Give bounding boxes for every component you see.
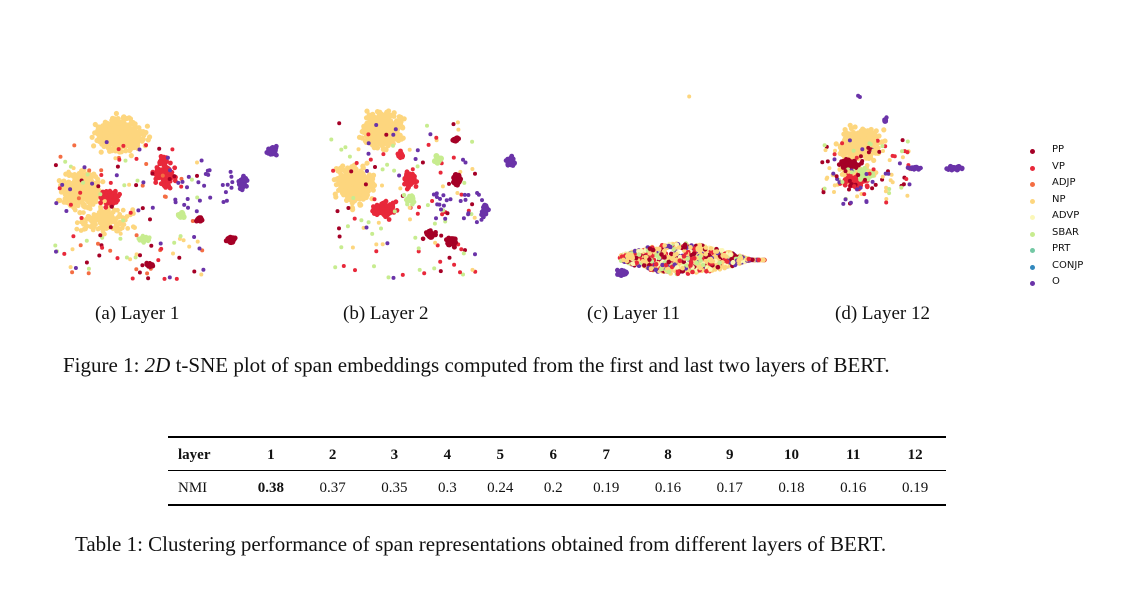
table-header-cell: 11 [846,447,861,463]
legend-item: SBAR [1030,227,1120,244]
tsne-plot-layer-11 [615,94,767,278]
legend-marker-icon [1030,264,1035,270]
table-header-cell: 5 [496,447,505,463]
panel-caption-c: (c) Layer 11 [587,303,681,324]
table-header-row: layer 1 2 3 4 5 6 7 8 9 10 11 12 [168,437,946,471]
table-row-label: NMI [178,480,208,496]
legend-item: VP [1030,161,1120,178]
legend-marker-icon [1030,281,1035,286]
table-1: layer 1 2 3 4 5 6 7 8 9 10 11 12 NMI 0.38 0.37 0.35 0.3 0… [168,436,948,506]
table-header-label: layer [178,447,211,463]
table-cell: 0.17 [716,480,743,496]
legend-label: ADJP [1052,177,1076,188]
table-cell: 0.19 [593,480,620,496]
table-header-cell: 4 [443,447,452,463]
legend-label: O [1052,276,1060,287]
table-cell: 0.18 [778,480,805,496]
table-cell: 0.16 [654,480,682,496]
table-header-cell: 1 [267,447,275,463]
tsne-plot-layer-1 [53,110,279,281]
table-header-cell: 6 [549,447,558,463]
table-caption: Table 1: Clustering performance of span … [75,532,887,556]
legend-label: PRT [1052,243,1071,254]
legend-label: VP [1052,160,1065,172]
legend-item: PRT [1030,243,1120,260]
table-cell: 0.2 [543,480,563,496]
table-cell: 0.19 [901,480,929,496]
figure-caption-text: t-SNE plot of span embeddings computed f… [170,353,890,377]
legend-item: O [1030,276,1120,293]
legend-marker-icon [1030,231,1035,237]
table-header-cell: 8 [664,447,672,463]
table-row: NMI 0.38 0.37 0.35 0.3 0.24 0.2 0.19 0.16 0.17 0.1… [168,471,946,506]
figure-1 [20,80,1100,300]
legend-label: SBAR [1052,226,1079,238]
legend-marker-icon [1030,182,1035,187]
legend-label: PP [1052,144,1065,155]
legend-item: PP [1030,144,1120,161]
legend: PP VP ADJP NP ADVP SBAR PRT CONJP O [1030,144,1120,293]
tsne-plot-layer-2 [329,108,517,280]
table-cell: 0.38 [257,480,284,496]
table-cell: 0.35 [381,480,408,496]
table-header-cell: 10 [783,447,799,463]
legend-label: CONJP [1052,259,1084,271]
legend-item: ADJP [1030,177,1120,194]
legend-label: ADVP [1052,210,1080,221]
table-cell: 0.37 [319,480,346,496]
figure-caption: Figure 1: 2D t-SNE plot of span embeddin… [63,353,890,378]
legend-label: NP [1052,193,1066,205]
panel-caption-b: (b) Layer 2 [343,303,429,324]
legend-marker-icon [1030,149,1035,154]
table-cell: 0.24 [487,480,514,496]
table-header-cell: 2 [328,447,337,463]
legend-marker-icon [1030,198,1035,204]
panel-caption-d: (d) Layer 12 [835,303,930,324]
legend-marker-icon [1030,165,1035,171]
table-header-cell: 9 [725,447,734,463]
legend-item: ADVP [1030,210,1120,227]
table-header-cell: 3 [390,447,399,463]
legend-marker-icon [1030,248,1035,253]
figure-caption-prefix: Figure 1: [63,353,145,377]
table-header-cell: 12 [907,447,923,463]
table-cell: 0.16 [840,480,867,496]
figure-caption-math: 2D [144,353,171,377]
panel-caption-a: (a) Layer 1 [95,303,180,324]
table-cell: 0.3 [437,480,457,496]
legend-marker-icon [1030,215,1035,220]
legend-item: NP [1030,194,1120,211]
legend-item: CONJP [1030,260,1120,277]
tsne-plot-layer-12 [820,93,965,206]
table-header-cell: 7 [602,447,610,463]
